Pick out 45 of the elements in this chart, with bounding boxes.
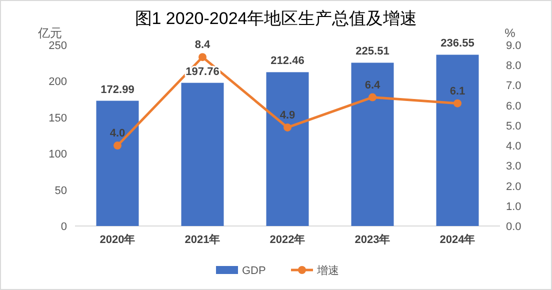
data-label: 172.99 (100, 84, 134, 96)
point (198, 53, 206, 62)
legend-label: 增速 (316, 264, 339, 277)
y2-tick-label: 0.0 (506, 221, 522, 233)
y2-tick-label: 9.0 (506, 40, 522, 52)
point (114, 142, 122, 150)
data-label: 6.4 (364, 79, 382, 92)
data-label: 225.51 (356, 46, 390, 58)
x-tick-label: 2022年 (270, 233, 306, 246)
bar (96, 100, 139, 226)
y2-tick-label: 3.0 (506, 160, 522, 173)
y2-axis-title: % (504, 26, 516, 40)
data-label: 236.55 (440, 38, 474, 50)
x-tick-label: 2020年 (100, 233, 136, 246)
y2-tick-label: 4.0 (506, 140, 522, 153)
y-tick-label: 150 (48, 112, 67, 124)
y2-tick-label: 2.0 (506, 180, 522, 193)
y-tick-label: 250 (48, 40, 67, 52)
y-axis-title: 亿元 (37, 26, 62, 40)
y2-tick-label: 5.0 (506, 120, 522, 132)
point (368, 93, 376, 102)
x-tick-label: 2021年 (184, 233, 220, 246)
bar (351, 62, 394, 226)
data-label: 8.4 (194, 39, 212, 52)
bar (181, 82, 224, 226)
y-tick-label: 200 (48, 76, 67, 88)
data-label: 4.9 (280, 109, 296, 122)
x-tick-label: 2024年 (440, 233, 476, 246)
y-tick-label: 100 (48, 148, 67, 161)
y2-tick-label: 8.0 (506, 60, 522, 72)
y2-tick-label: 1.0 (506, 200, 522, 213)
y2-tick-label: 7.0 (506, 80, 522, 92)
data-label: 6.1 (450, 85, 466, 98)
data-label: 4.0 (110, 128, 126, 140)
point (284, 123, 292, 132)
bar (436, 54, 479, 226)
y2-tick-label: 6.0 (506, 100, 522, 112)
y-tick-label: 50 (54, 184, 67, 197)
legend-label: GDP (242, 265, 266, 277)
data-label: 212.46 (270, 55, 304, 68)
y-tick-label: 0 (60, 221, 67, 233)
x-tick-label: 2023年 (354, 233, 390, 246)
point (454, 99, 462, 108)
bar (266, 72, 309, 226)
chart-title: 图1 2020-2024年地区生产总值及增速 (134, 9, 418, 28)
